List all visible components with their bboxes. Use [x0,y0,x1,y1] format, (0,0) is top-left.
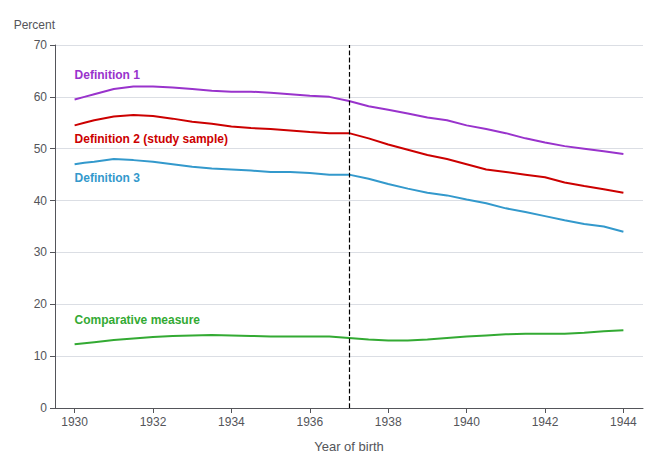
svg-text:1942: 1942 [532,415,559,429]
svg-text:Definition 1: Definition 1 [75,68,141,82]
svg-text:0: 0 [40,401,47,415]
svg-text:1944: 1944 [610,415,637,429]
svg-text:Percent: Percent [14,18,56,32]
svg-text:60: 60 [34,90,48,104]
svg-text:1938: 1938 [375,415,402,429]
svg-text:40: 40 [34,194,48,208]
svg-text:Year of birth: Year of birth [314,439,384,454]
svg-text:20: 20 [34,297,48,311]
svg-text:50: 50 [34,142,48,156]
svg-text:1936: 1936 [296,415,323,429]
svg-text:1932: 1932 [140,415,167,429]
svg-text:10: 10 [34,349,48,363]
svg-text:1934: 1934 [218,415,245,429]
svg-text:1940: 1940 [453,415,480,429]
svg-text:Comparative measure: Comparative measure [75,313,201,327]
svg-text:1930: 1930 [61,415,88,429]
svg-text:30: 30 [34,245,48,259]
svg-text:70: 70 [34,38,48,52]
svg-text:Definition 2 (study sample): Definition 2 (study sample) [75,132,228,146]
svg-text:Definition 3: Definition 3 [75,171,141,185]
